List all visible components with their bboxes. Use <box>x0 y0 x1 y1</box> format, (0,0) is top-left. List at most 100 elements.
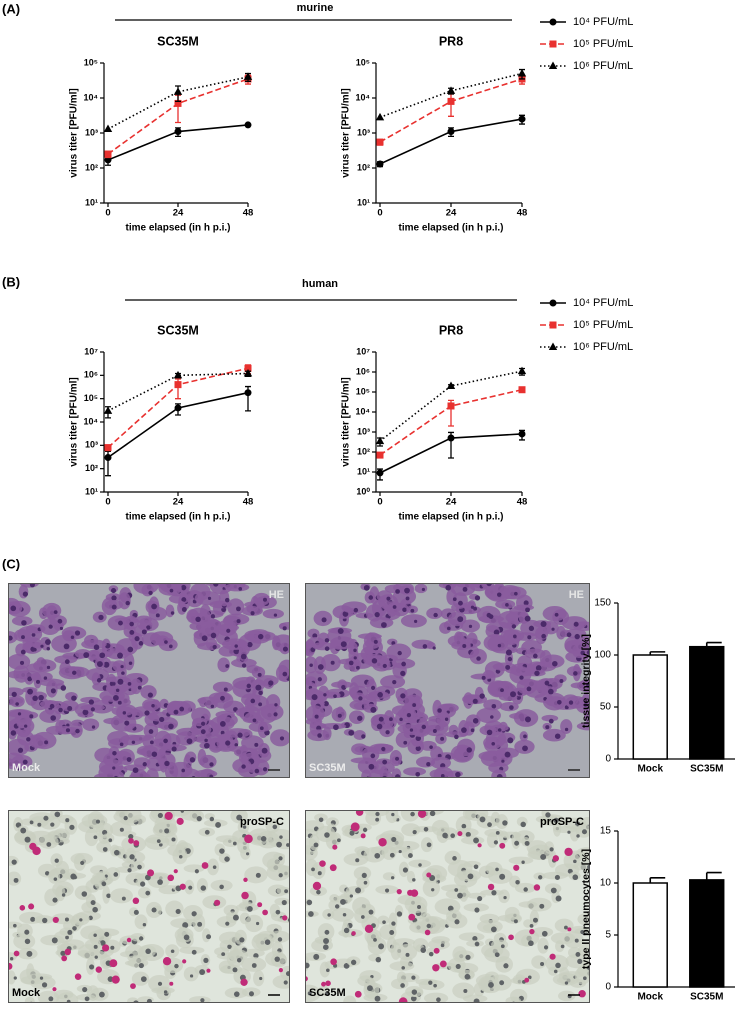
tissue <box>55 726 75 735</box>
tissue <box>331 681 354 689</box>
nucleus <box>27 688 34 695</box>
nucleus <box>564 925 568 930</box>
nucleus <box>323 693 327 697</box>
nucleus <box>81 891 88 897</box>
tissue <box>548 966 559 976</box>
nucleus <box>281 899 287 906</box>
tissue <box>461 836 485 845</box>
marker <box>376 451 384 459</box>
bar <box>689 645 725 760</box>
nucleus <box>401 661 406 667</box>
nucleus <box>553 969 558 974</box>
tissue <box>203 819 228 827</box>
nucleus <box>117 700 122 705</box>
nucleus <box>463 988 468 993</box>
nucleus <box>543 945 549 950</box>
tissue <box>131 971 150 986</box>
nucleus <box>527 975 532 980</box>
nucleus <box>206 934 212 940</box>
stained-cell <box>508 934 514 941</box>
tissue <box>492 647 518 654</box>
nucleus <box>476 656 481 661</box>
condition-label: SC35M <box>309 762 346 774</box>
tissue <box>204 699 218 709</box>
nucleus <box>274 956 280 962</box>
nucleus <box>514 591 518 596</box>
y-tick-label: 10³ <box>85 440 98 450</box>
tissue <box>18 584 29 599</box>
nucleus <box>163 990 168 994</box>
nucleus <box>392 680 397 685</box>
nucleus <box>426 762 431 767</box>
stained-cell <box>578 989 586 998</box>
x-tick-label: 0 <box>377 208 382 219</box>
nucleus <box>395 589 400 594</box>
marker <box>104 156 112 164</box>
nucleus <box>179 706 185 712</box>
tissue <box>226 950 245 968</box>
nucleus <box>247 641 253 648</box>
tissue <box>541 714 559 722</box>
nucleus <box>226 628 231 633</box>
nucleus <box>423 826 429 832</box>
nucleus <box>560 944 565 949</box>
nucleus <box>540 853 547 860</box>
nucleus <box>41 982 48 988</box>
nucleus <box>576 834 580 838</box>
nucleus <box>257 633 264 640</box>
nucleus <box>106 893 111 899</box>
tissue <box>574 966 590 985</box>
tissue <box>153 821 178 835</box>
nucleus <box>333 724 339 731</box>
nucleus <box>32 695 38 702</box>
tissue <box>458 932 485 942</box>
nucleus <box>93 933 97 938</box>
marker <box>103 124 113 133</box>
nucleus <box>282 626 287 631</box>
nucleus <box>486 729 493 736</box>
nucleus <box>317 664 324 670</box>
marker <box>517 69 527 77</box>
nucleus <box>378 716 384 722</box>
nucleus <box>454 919 460 925</box>
nucleus <box>337 838 341 843</box>
nucleus <box>63 643 70 650</box>
tissue <box>80 925 104 940</box>
nucleus <box>505 649 512 656</box>
nucleus <box>316 725 322 731</box>
nucleus <box>452 597 457 602</box>
tissue <box>232 676 258 690</box>
nucleus <box>141 629 147 635</box>
tissue <box>305 639 316 657</box>
chart-title: SC35M <box>157 323 199 337</box>
nucleus <box>405 596 410 601</box>
tissue <box>343 995 357 1003</box>
stained-cell <box>567 927 572 932</box>
nucleus <box>145 948 151 955</box>
nucleus <box>495 867 499 872</box>
tissue <box>491 939 509 950</box>
stained-cell <box>133 840 140 846</box>
marker <box>244 389 252 397</box>
y-tick-label: 10⁵ <box>84 57 98 67</box>
nucleus <box>246 683 251 689</box>
tissue <box>396 943 418 961</box>
nucleus <box>374 995 381 1002</box>
nucleus <box>170 949 175 954</box>
nucleus <box>21 620 27 626</box>
marker <box>518 430 526 438</box>
nucleus <box>481 675 486 680</box>
tissue <box>82 718 100 731</box>
nucleus <box>44 871 50 876</box>
marker <box>174 99 182 107</box>
stained-cell <box>19 905 26 911</box>
tissue <box>105 676 130 683</box>
nucleus <box>104 931 110 937</box>
nucleus <box>241 764 246 769</box>
nucleus <box>495 830 500 835</box>
x-tick-label: 0 <box>377 497 382 508</box>
nucleus <box>142 777 145 778</box>
nucleus <box>370 706 377 713</box>
nucleus <box>180 584 187 591</box>
nucleus <box>232 967 238 973</box>
